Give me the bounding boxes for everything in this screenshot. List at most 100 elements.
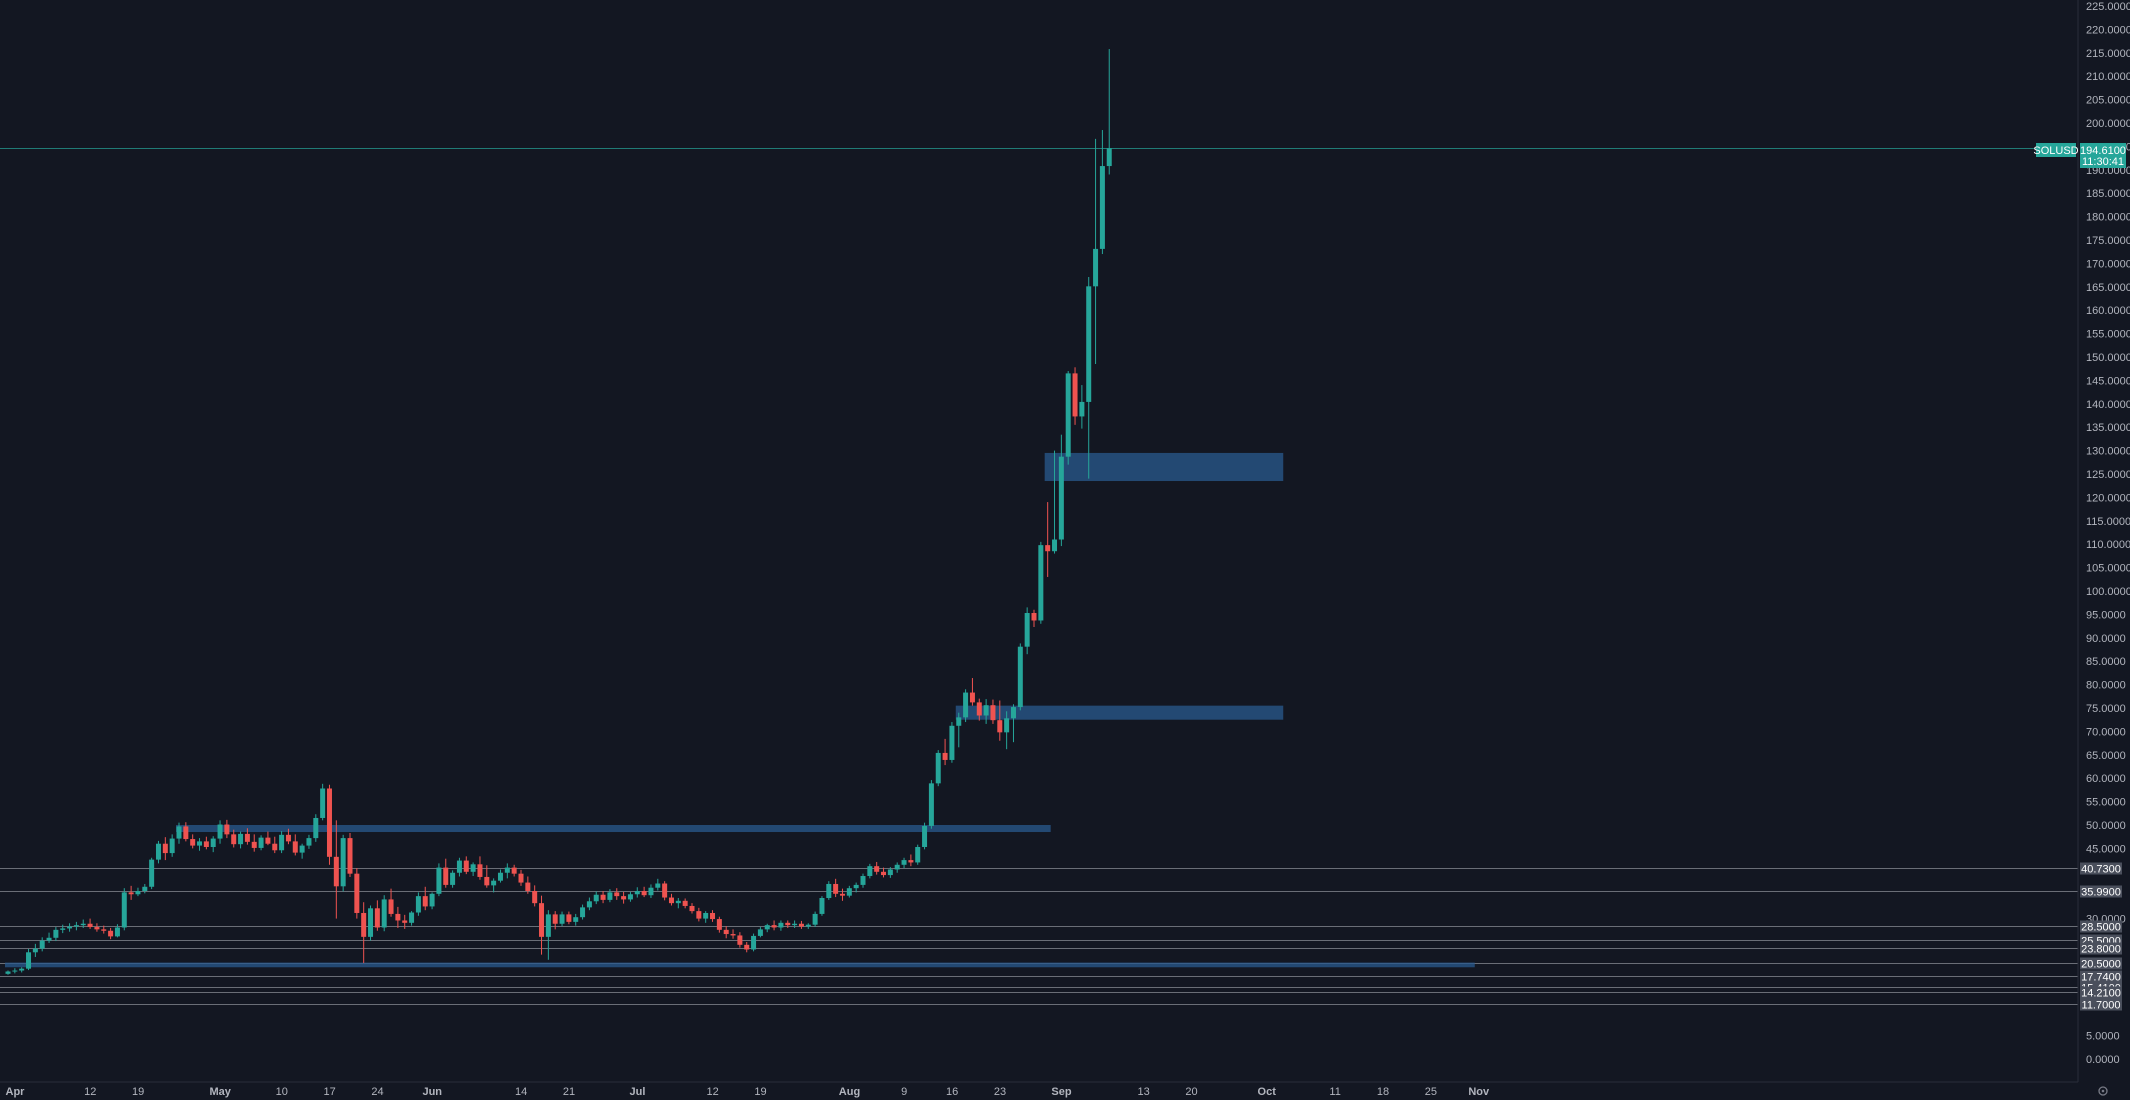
candle-body (566, 914, 572, 922)
time-tick-label: 12 (707, 1086, 719, 1098)
price-tick-label: 80.0000 (2086, 680, 2126, 692)
last-price-badge-bg (2080, 143, 2126, 168)
candle-body (710, 912, 716, 920)
candle-body (39, 940, 45, 949)
level-badge (2080, 920, 2122, 933)
candle-body (46, 937, 52, 941)
candle-body (655, 883, 661, 888)
candle-body (306, 838, 312, 846)
candle-body (539, 903, 545, 937)
price-tick-label: 185.0000 (2086, 188, 2130, 200)
candle-body (798, 923, 804, 927)
candle-body (415, 896, 421, 913)
candle-body (197, 841, 203, 846)
last-price-label: 194.6100 (2080, 145, 2126, 157)
candle-body (682, 900, 688, 906)
zone-rect (1044, 452, 1284, 482)
candle-body (908, 860, 914, 863)
candle-body (614, 892, 620, 897)
candle-body (915, 846, 921, 863)
level-label: 35.9900 (2081, 887, 2121, 899)
symbol-badge-bg (2036, 143, 2076, 157)
candle-body (949, 725, 955, 760)
candle-body (183, 826, 189, 840)
price-tick-label: 0.0000 (2086, 1054, 2120, 1066)
time-tick-label: May (209, 1086, 231, 1098)
time-tick-label: 12 (84, 1086, 96, 1098)
time-tick-label: 23 (994, 1086, 1006, 1098)
candle-body (108, 930, 114, 937)
candle-body (1106, 148, 1112, 167)
candle-body (785, 922, 791, 926)
time-tick-label: Sep (1051, 1086, 1071, 1098)
candle-body (839, 893, 845, 896)
price-tick-label: 200.0000 (2086, 118, 2130, 130)
price-tick-label: 150.0000 (2086, 352, 2130, 364)
candle-body (491, 880, 497, 886)
candle-body (573, 917, 579, 922)
time-tick-label: Jun (422, 1086, 442, 1098)
price-tick-label: 205.0000 (2086, 95, 2130, 107)
time-tick-label: 11 (1329, 1086, 1340, 1098)
candle-body (627, 894, 633, 900)
candle-body (477, 864, 483, 877)
candle-body (1045, 545, 1051, 552)
candle-body (73, 925, 79, 927)
candle-body (723, 929, 729, 935)
level-label: 28.5000 (2081, 922, 2121, 934)
candle-body (340, 838, 346, 887)
candle-body (894, 864, 900, 870)
price-tick-label: 175.0000 (2086, 235, 2130, 247)
candle-body (279, 834, 285, 851)
candle-body (456, 860, 462, 873)
candle-body (648, 887, 654, 896)
candle-body (1099, 166, 1105, 249)
price-tick-label: 215.0000 (2086, 48, 2130, 60)
last-price-badge: 194.6100 11:30:41 (2080, 143, 2126, 168)
price-axis-background (2078, 0, 2130, 1100)
candle-body (484, 876, 490, 886)
candle-body (409, 912, 415, 923)
level-label: 40.7300 (2081, 864, 2121, 876)
candle-body (778, 922, 784, 928)
candle-body (299, 845, 305, 853)
candle-body (668, 897, 674, 904)
candle-body (922, 825, 928, 847)
candle-body (751, 935, 757, 950)
candle-body (19, 968, 25, 971)
price-tick-label: 165.0000 (2086, 282, 2130, 294)
candle-body (231, 834, 237, 845)
candle-body (361, 912, 367, 937)
candle-body (532, 890, 538, 904)
level-label: 14.2100 (2081, 988, 2121, 1000)
candle-body (429, 893, 435, 907)
candle-body (94, 927, 100, 930)
candle-body (675, 900, 681, 904)
candle-body (1024, 612, 1030, 647)
level-badge (2080, 862, 2122, 875)
price-tick-label: 120.0000 (2086, 492, 2130, 504)
candle-body (244, 833, 250, 842)
time-axis[interactable]: Apr 12 19 May 10 17 24 Jun 14 21 Jul 12 19 Aug 9 16 23 Se… (6, 1086, 1491, 1098)
candle-body (67, 926, 73, 929)
candle-body (621, 896, 627, 900)
candle-body (716, 919, 722, 930)
price-tick-label: 105.0000 (2086, 563, 2130, 575)
candle-body (641, 890, 647, 896)
candle-body (80, 923, 86, 926)
price-tick-label: 50.0000 (2086, 820, 2126, 832)
candle-body (545, 914, 551, 937)
price-tick-label: 45.0000 (2086, 843, 2126, 855)
candle-body (1086, 286, 1092, 402)
candle-body (26, 952, 32, 969)
candle-body (511, 867, 517, 874)
candle-body (190, 839, 196, 846)
candle-body (238, 833, 244, 845)
candle-body (395, 913, 401, 921)
zone-rect (176, 825, 1051, 833)
candle-body (1079, 401, 1085, 417)
settings-gear-icon[interactable] (2098, 1086, 2108, 1096)
candle-body (292, 841, 298, 853)
